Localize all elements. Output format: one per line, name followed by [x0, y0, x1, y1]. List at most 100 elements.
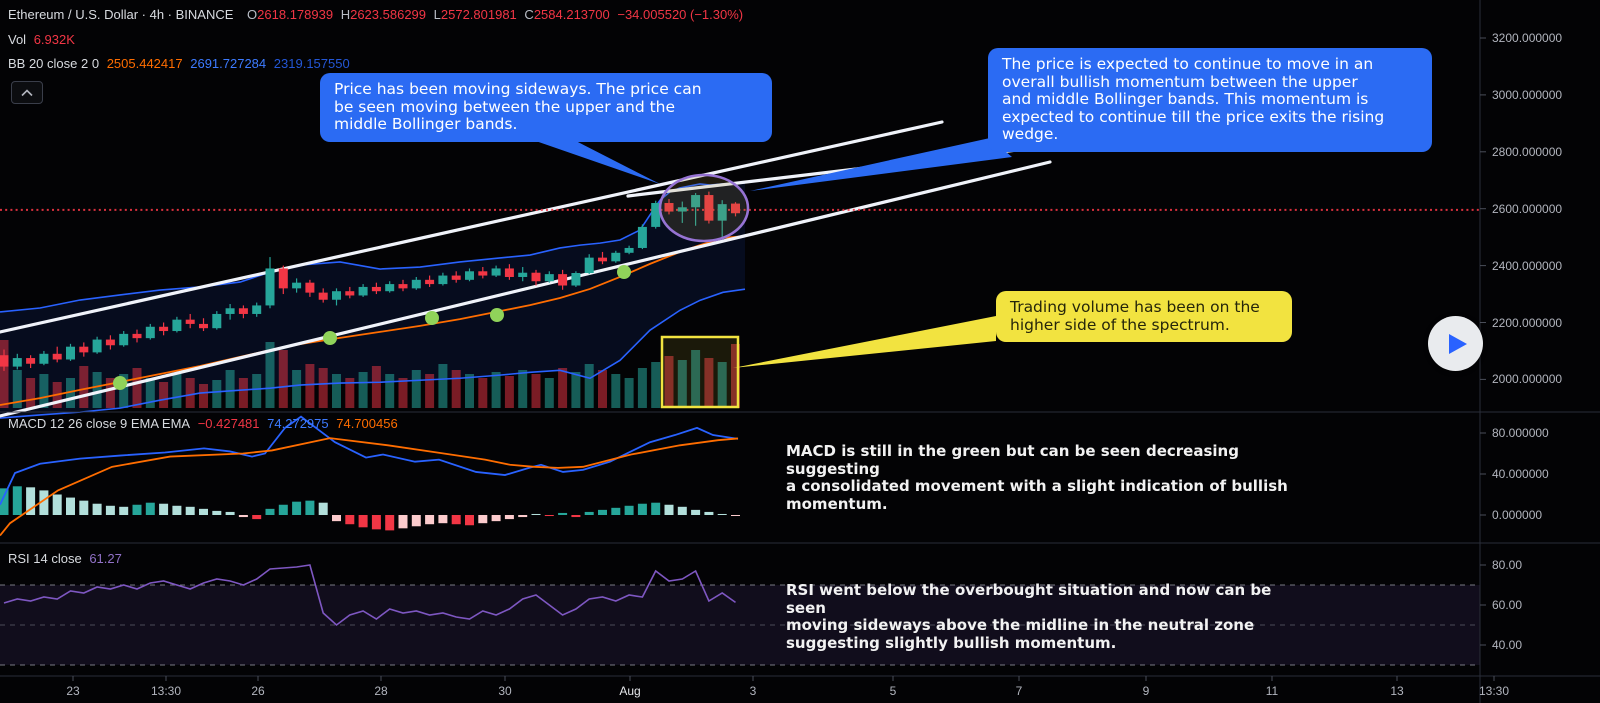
macd-hist-value: −0.427481 [197, 416, 260, 431]
symbol-title[interactable]: Ethereum / U.S. Dollar · 4h · BINANCE [8, 7, 234, 22]
volume-bar [438, 364, 448, 408]
volume-bar [425, 374, 435, 408]
collapse-panel-button[interactable] [11, 81, 43, 104]
volume-highlight-box[interactable] [660, 335, 740, 409]
candle-body [558, 274, 568, 286]
volume-bar [318, 368, 328, 408]
candle-body [332, 291, 341, 300]
volume-bar [12, 370, 22, 408]
candle-body [531, 272, 541, 282]
candle-body [92, 339, 102, 353]
trendline[interactable] [0, 160, 1052, 418]
candle-body [491, 268, 501, 276]
volume-bar [664, 356, 674, 408]
time-axis-label: 28 [374, 684, 388, 698]
candle-body [518, 272, 528, 277]
candle-body [584, 257, 594, 273]
macd-histogram-bar [717, 513, 727, 515]
bb-label: BB 20 close 2 0 [8, 56, 100, 71]
bb-upper-line [0, 182, 746, 313]
macd-histogram-bar [571, 515, 581, 518]
macd-histogram-bar [438, 515, 448, 524]
volume-bar [544, 378, 554, 408]
signal-dot-marker [617, 265, 631, 279]
macd-histogram-bar [318, 502, 328, 515]
candle-body [185, 319, 195, 324]
time-axis-label: 5 [889, 684, 897, 698]
macd-histogram-bar [518, 515, 528, 518]
rsi-note[interactable]: RSI went below the overbought situation … [786, 581, 1272, 652]
candle-body [371, 286, 381, 292]
candle-body [105, 339, 115, 346]
time-axis-label: 13:30 [150, 684, 182, 698]
callout-trading-volume[interactable]: Trading volume has been on the higher si… [996, 291, 1292, 342]
volume-bar [677, 360, 687, 408]
volume-bar [39, 374, 49, 408]
macd-histogram-bar [398, 515, 408, 529]
candle-body [119, 333, 129, 346]
price-cluster-ellipse[interactable] [658, 173, 750, 243]
candle-body [544, 274, 554, 282]
macd-axis-label: 80.000000 [1492, 426, 1549, 440]
high-label: H [340, 7, 351, 22]
macd-legend[interactable]: MACD 12 26 close 9 EMA EMA −0.427481 74.… [8, 416, 402, 431]
time-axis-label: 7 [1015, 684, 1023, 698]
volume-bar [26, 378, 36, 408]
rsi-legend[interactable]: RSI 14 close 61.27 [8, 551, 126, 566]
macd-histogram-bar [52, 494, 62, 515]
price-axis-label: 2400.000000 [1492, 258, 1563, 273]
candle-body [12, 358, 22, 367]
macd-axis-label: 0.000000 [1492, 508, 1543, 522]
bollinger-legend[interactable]: BB 20 close 2 0 2505.442417 2691.727284 … [8, 56, 354, 71]
macd-histogram-bar [531, 513, 541, 515]
macd-histogram-bar [132, 504, 142, 515]
macd-histogram-bar [731, 515, 740, 516]
callout-bullish-momentum[interactable]: The price is expected to continue to mov… [988, 48, 1432, 152]
candle-body [39, 353, 49, 364]
candle-body [0, 355, 9, 367]
time-axis-label: 13 [1390, 684, 1404, 698]
volume-bar [292, 370, 302, 408]
volume-bar [132, 368, 142, 408]
volume-bar [145, 378, 155, 408]
macd-histogram-bar [212, 510, 222, 515]
volume-bar [491, 372, 501, 408]
price-axis-label: 3200.000000 [1492, 31, 1563, 45]
volume-legend[interactable]: Vol 6.932K [8, 32, 79, 47]
symbol-legend[interactable]: Ethereum / U.S. Dollar · 4h · BINANCE O2… [8, 7, 747, 22]
macd-histogram-bar [292, 501, 302, 515]
macd-histogram-bar [491, 515, 501, 522]
play-icon [1448, 333, 1467, 354]
macd-histogram-bar [411, 515, 421, 527]
callout-price-sideways[interactable]: Price has been moving sideways. The pric… [320, 73, 772, 142]
time-axis-label: 26 [251, 684, 265, 698]
macd-histogram-bar [92, 503, 102, 515]
macd-histogram-bar [252, 515, 262, 520]
volume-bar [172, 374, 182, 408]
candle-body [451, 275, 461, 280]
macd-histogram-bar [358, 515, 368, 528]
volume-bar [185, 378, 195, 408]
candle-body [278, 268, 288, 289]
volume-bar [332, 374, 341, 408]
callout2-tail [750, 138, 1012, 191]
macd-note[interactable]: MACD is still in the green but can be se… [786, 442, 1288, 513]
time-axis-label: 30 [498, 684, 512, 698]
macd-histogram-bar [265, 508, 275, 515]
macd-histogram-bar [465, 515, 474, 526]
candle-body [79, 346, 89, 353]
candle-body [132, 333, 142, 339]
macd-histogram-bar [478, 515, 488, 524]
trendline[interactable] [0, 120, 944, 334]
price-axis-label: 2800.000000 [1492, 144, 1563, 159]
play-button[interactable] [1428, 316, 1483, 371]
volume-bar [558, 368, 568, 408]
macd-histogram-bar [185, 506, 195, 515]
change-value: −34.005520 (−1.30%) [617, 7, 744, 22]
candle-body [145, 326, 155, 339]
volume-bar [225, 370, 235, 408]
candle-body [212, 313, 222, 329]
bb-upper-value: 2691.727284 [190, 56, 267, 71]
price-axis-label: 2000.000000 [1492, 372, 1563, 387]
